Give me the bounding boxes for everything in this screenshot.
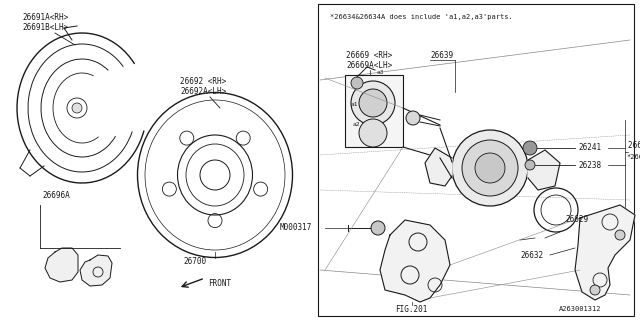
Text: 26692A<LH>: 26692A<LH> [180, 87, 227, 97]
Text: a3: a3 [377, 69, 385, 75]
Circle shape [72, 103, 82, 113]
Text: *26634&26634A does include 'a1,a2,a3'parts.: *26634&26634A does include 'a1,a2,a3'par… [330, 14, 513, 20]
Circle shape [406, 111, 420, 125]
Text: 26692 <RH>: 26692 <RH> [180, 77, 227, 86]
Circle shape [359, 89, 387, 117]
Circle shape [590, 285, 600, 295]
Polygon shape [45, 248, 78, 282]
Text: 26700: 26700 [184, 258, 207, 267]
Text: 26669 <RH>: 26669 <RH> [346, 51, 392, 60]
Text: FRONT: FRONT [208, 278, 231, 287]
Text: 26696A: 26696A [42, 191, 70, 200]
Text: 26241: 26241 [578, 143, 601, 153]
Circle shape [462, 140, 518, 196]
Circle shape [525, 160, 535, 170]
Circle shape [371, 221, 385, 235]
Circle shape [475, 153, 505, 183]
Circle shape [351, 81, 395, 125]
Circle shape [351, 77, 363, 89]
Text: a2: a2 [353, 123, 360, 127]
Bar [345, 75, 403, 147]
Text: a1: a1 [351, 102, 358, 108]
Circle shape [523, 141, 537, 155]
Polygon shape [575, 205, 635, 300]
Polygon shape [425, 148, 452, 186]
Bar [318, 4, 634, 316]
Text: 26632: 26632 [520, 251, 543, 260]
Polygon shape [380, 220, 450, 302]
Text: M000317: M000317 [280, 223, 312, 233]
Polygon shape [528, 150, 560, 190]
Text: 26238: 26238 [578, 161, 601, 170]
Text: A263001312: A263001312 [559, 306, 601, 312]
Text: *26634A<LH>: *26634A<LH> [626, 154, 640, 160]
Text: 26634 <RH>: 26634 <RH> [628, 140, 640, 149]
Text: 26691B<LH>: 26691B<LH> [22, 23, 68, 33]
Circle shape [359, 119, 387, 147]
Text: 26691A<RH>: 26691A<RH> [22, 13, 68, 22]
Text: FIG.201: FIG.201 [395, 306, 428, 315]
Circle shape [452, 130, 528, 206]
Text: 26639: 26639 [430, 51, 453, 60]
Polygon shape [80, 255, 112, 286]
Text: 26629: 26629 [565, 215, 588, 225]
Circle shape [615, 230, 625, 240]
Text: 26669A<LH>: 26669A<LH> [346, 60, 392, 69]
